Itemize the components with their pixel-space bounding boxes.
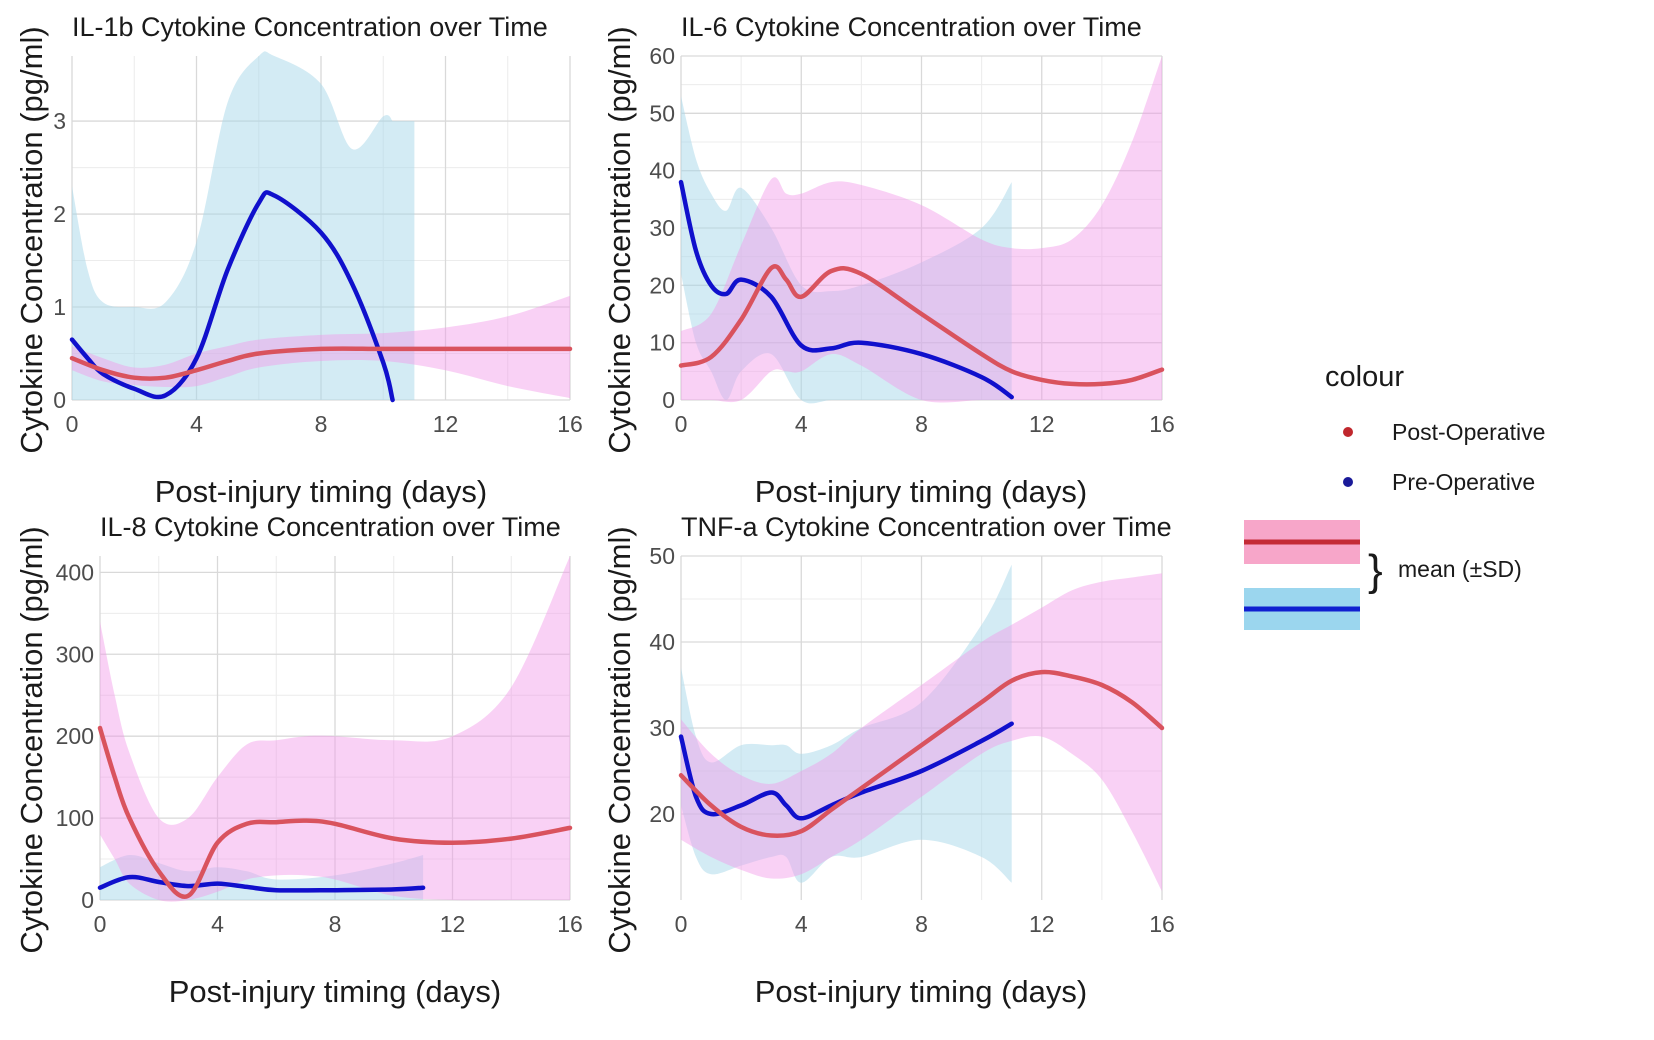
legend-pre-operative-label: Pre-Operative — [1392, 469, 1535, 495]
y-tick-labels: 20 30 40 50 — [649, 543, 675, 827]
panel-title: IL-6 Cytokine Concentration over Time — [681, 12, 1142, 42]
y-tick-label: 0 — [662, 387, 675, 413]
x-tick-label: 8 — [315, 411, 328, 437]
chart-panel-tnfa: TNF-a Cytokine Concentration over Time 0… — [602, 512, 1175, 1009]
y-tick-label: 400 — [56, 559, 94, 585]
x-axis-title: Post-injury timing (days) — [755, 474, 1087, 509]
y-tick-label: 40 — [649, 629, 675, 655]
pre-operative-sd-band — [681, 96, 1012, 404]
x-tick-label: 4 — [795, 911, 808, 937]
y-tick-label: 0 — [81, 887, 94, 913]
y-tick-label: 200 — [56, 723, 94, 749]
post-operative-mean-line — [678, 264, 1165, 387]
x-tick-label: 0 — [66, 411, 79, 437]
y-tick-label: 300 — [56, 641, 94, 667]
x-tick-label: 8 — [915, 911, 928, 937]
y-tick-label: 2 — [53, 201, 66, 227]
y-tick-label: 30 — [649, 715, 675, 741]
x-tick-label: 4 — [795, 411, 808, 437]
y-tick-label: 20 — [649, 801, 675, 827]
x-tick-label: 4 — [190, 411, 203, 437]
panel-bands — [681, 564, 1162, 892]
x-tick-labels: 0 4 8 12 16 — [675, 411, 1175, 437]
y-tick-labels: 0 100 200 300 400 — [56, 559, 94, 913]
y-tick-label: 100 — [56, 805, 94, 831]
legend-post-operative-label: Post-Operative — [1392, 419, 1545, 445]
panel-grid — [99, 556, 571, 901]
x-axis-title: Post-injury timing (days) — [169, 974, 501, 1009]
panel-lines — [678, 669, 1165, 838]
x-tick-label: 0 — [675, 411, 688, 437]
y-tick-label: 40 — [649, 158, 675, 184]
legend-title: colour — [1325, 361, 1404, 393]
panel-lines — [69, 190, 573, 403]
y-tick-label: 0 — [53, 387, 66, 413]
x-tick-label: 8 — [915, 411, 928, 437]
panel-title: IL-8 Cytokine Concentration over Time — [100, 512, 561, 542]
x-tick-label: 8 — [329, 911, 342, 937]
post-operative-sd-band — [681, 573, 1162, 892]
panel-bands — [681, 56, 1162, 404]
y-tick-labels: 0 1 2 3 — [53, 108, 66, 413]
panel-lines — [97, 725, 573, 899]
y-tick-label: 3 — [53, 108, 66, 134]
y-tick-labels: 0 10 20 30 40 50 60 — [649, 43, 675, 413]
y-tick-label: 10 — [649, 330, 675, 356]
y-tick-label: 50 — [649, 543, 675, 569]
x-tick-label: 16 — [1149, 411, 1175, 437]
x-tick-label: 0 — [675, 911, 688, 937]
legend-post-operative-marker — [1343, 427, 1353, 437]
y-axis-title: Cytokine Concentration (pg/ml) — [14, 526, 49, 953]
x-tick-label: 16 — [557, 911, 583, 937]
legend: colour Post-Operative Pre-Operative } me… — [1244, 361, 1545, 630]
chart-panel-il1b: IL-1b Cytokine Concentration over Time 0… — [14, 12, 583, 509]
legend-pre-operative-marker — [1343, 477, 1353, 487]
post-operative-sd-band — [100, 556, 570, 902]
x-tick-label: 16 — [557, 411, 583, 437]
legend-brace: } — [1368, 546, 1383, 595]
y-axis-title: Cytokine Concentration (pg/ml) — [602, 26, 637, 453]
pre-operative-mean-line — [97, 874, 426, 893]
panel-title: IL-1b Cytokine Concentration over Time — [72, 12, 548, 42]
legend-mean-sd-label: mean (±SD) — [1398, 556, 1522, 582]
y-tick-label: 30 — [649, 215, 675, 241]
panel-lines — [678, 179, 1165, 400]
pre-operative-mean-line — [69, 190, 395, 403]
y-tick-label: 50 — [649, 100, 675, 126]
x-axis-title: Post-injury timing (days) — [155, 474, 487, 509]
x-tick-label: 4 — [211, 911, 224, 937]
post-operative-sd-band — [681, 56, 1162, 403]
y-axis-title: Cytokine Concentration (pg/ml) — [602, 526, 637, 953]
x-tick-label: 0 — [94, 911, 107, 937]
x-axis-title: Post-injury timing (days) — [755, 974, 1087, 1009]
pre-operative-sd-band — [72, 51, 415, 400]
panel-title: TNF-a Cytokine Concentration over Time — [681, 512, 1172, 542]
pre-operative-mean-line — [678, 179, 1014, 400]
x-tick-labels: 0 4 8 12 16 — [675, 911, 1175, 937]
post-operative-mean-line — [69, 346, 573, 381]
x-tick-label: 12 — [440, 911, 466, 937]
pre-operative-mean-line — [678, 721, 1014, 821]
x-tick-label: 12 — [1029, 911, 1055, 937]
x-tick-labels: 0 4 8 12 16 — [94, 911, 583, 937]
pre-operative-sd-band — [681, 564, 1012, 883]
post-operative-mean-line — [678, 669, 1165, 838]
y-axis-title: Cytokine Concentration (pg/ml) — [14, 26, 49, 453]
chart-panel-il6: IL-6 Cytokine Concentration over Time 0 4… — [602, 12, 1175, 509]
y-tick-label: 1 — [53, 294, 66, 320]
x-tick-label: 12 — [433, 411, 459, 437]
y-tick-label: 60 — [649, 43, 675, 69]
y-tick-label: 20 — [649, 272, 675, 298]
chart-panel-il8: IL-8 Cytokine Concentration over Time 0 4… — [14, 512, 583, 1009]
x-tick-labels: 0 4 8 12 16 — [66, 411, 583, 437]
x-tick-label: 16 — [1149, 911, 1175, 937]
post-operative-mean-line — [97, 725, 573, 899]
x-tick-label: 12 — [1029, 411, 1055, 437]
